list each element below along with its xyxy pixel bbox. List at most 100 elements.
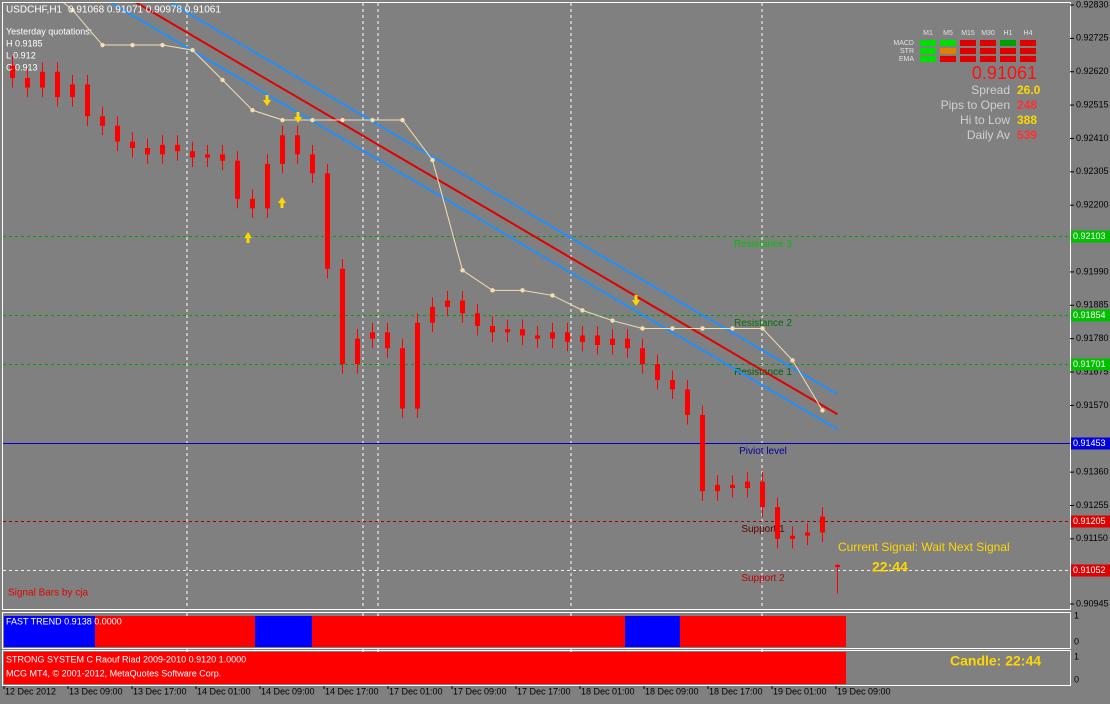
- panel-cell: [920, 56, 936, 62]
- candle-body: [145, 147, 150, 155]
- level-value: 0.91701: [1073, 359, 1106, 369]
- candle-body: [175, 144, 180, 152]
- x-tick-label: 13 Dec 17:00: [133, 686, 187, 696]
- candle-body: [265, 163, 270, 209]
- panel-cell: [920, 40, 936, 46]
- credit: Signal Bars by cja: [8, 588, 88, 599]
- candle-body: [745, 481, 750, 489]
- y-tick-label: 0.91990: [1076, 266, 1109, 276]
- candle-body: [640, 348, 645, 365]
- panel-cell: [960, 56, 976, 62]
- yesterday-title: Yesterday quotations:: [6, 26, 92, 36]
- trailing-dot: [340, 117, 345, 123]
- level-box: [1071, 437, 1110, 450]
- yesterday-low: L 0.912: [6, 50, 36, 60]
- candle-body: [580, 335, 585, 342]
- x-tick-label: 17 Dec 17:00: [517, 686, 571, 696]
- time-axis: 12 Dec 2012 13 Dec 09:00 13 Dec 17:00 14 De…: [3, 686, 891, 696]
- panel1-max: 1: [1074, 610, 1079, 620]
- y-tick-label: 0.91675: [1076, 366, 1109, 376]
- panel-cell: [920, 48, 936, 54]
- level-box: [1071, 564, 1110, 577]
- level-value: 0.91453: [1073, 438, 1106, 448]
- y-tick-label: 0.92725: [1076, 33, 1109, 43]
- level-label: Support 2: [741, 573, 785, 584]
- candle-body: [190, 151, 195, 158]
- panel-cell: [1020, 56, 1036, 62]
- candle-body: [160, 144, 165, 155]
- trailing-dot: [250, 107, 255, 113]
- panel2-max: 1: [1074, 651, 1079, 661]
- trailing-dot: [550, 293, 555, 298]
- x-tick-label: 12 Dec 2012: [5, 686, 56, 696]
- candle-body: [295, 135, 300, 155]
- signal-arrows: [244, 95, 640, 306]
- candle-body: [535, 335, 540, 339]
- candle-body: [565, 332, 570, 342]
- candle-body: [835, 564, 840, 568]
- trailing-dot: [280, 117, 285, 123]
- fast-trend-label: FAST TREND 0.9138 0.0000: [6, 616, 122, 626]
- panel-cell: [940, 56, 956, 62]
- candle-body: [235, 160, 240, 199]
- y-tick-label: 0.90945: [1076, 598, 1109, 608]
- trailing-dot: [820, 408, 825, 413]
- candle-body: [775, 507, 780, 539]
- stat-value: 388: [1017, 113, 1037, 127]
- y-tick-label: 0.91570: [1076, 400, 1109, 410]
- candle-body: [610, 338, 615, 346]
- candle-body: [325, 173, 330, 269]
- trailing-dot: [430, 157, 435, 163]
- candle-body: [430, 306, 435, 323]
- copyright: MCG MT4, © 2001-2012, MetaQuotes Softwar…: [6, 668, 221, 678]
- candle-body: [595, 335, 600, 346]
- x-tick-label: 19 Dec 01:00: [773, 686, 827, 696]
- price-axis: 0.92830 0.92725 0.92620 0.92515 0.92410 0.923…: [1070, 0, 1110, 610]
- candle-body: [70, 84, 75, 98]
- trailing-dot: [100, 42, 105, 48]
- y-tick-label: 0.91150: [1076, 533, 1108, 543]
- candle-body: [310, 154, 315, 174]
- level-box: [1071, 230, 1110, 243]
- trailing-dot: [760, 326, 765, 331]
- trailing-dot: [220, 77, 225, 83]
- candle-body: [100, 116, 105, 126]
- panel-column: H4: [1024, 30, 1033, 37]
- y-tick-label: 0.92410: [1076, 133, 1109, 143]
- x-tick-label: 14 Dec 09:00: [261, 686, 315, 696]
- level-label: Support 1: [741, 524, 785, 535]
- fast-trend-histogram: [4, 616, 846, 647]
- x-tick-label: 17 Dec 09:00: [453, 686, 507, 696]
- trailing-dot: [400, 117, 405, 123]
- stat-value: 26.0: [1017, 83, 1041, 97]
- trailing-dot: [160, 42, 165, 48]
- panel-column: M1: [923, 30, 933, 37]
- panel-cell: [980, 56, 996, 62]
- panel2-min: 0: [1074, 674, 1079, 684]
- candle-body: [790, 535, 795, 539]
- trailing-dot: [700, 326, 705, 331]
- stat-label: Hi to Low: [960, 113, 1010, 127]
- level-box: [1071, 358, 1110, 371]
- level-label: Piviot level: [739, 446, 787, 457]
- stat-value: 539: [1017, 128, 1037, 142]
- y-tick-label: 0.91255: [1076, 500, 1109, 510]
- candle-body: [445, 300, 450, 307]
- panel-cell: [960, 48, 976, 54]
- trailing-dot: [490, 288, 495, 293]
- bid-price: 0.91061: [972, 63, 1037, 83]
- candle-body: [460, 300, 465, 314]
- candle-body: [205, 154, 210, 158]
- candle-body: [85, 84, 90, 117]
- frame: [2, 2, 1071, 686]
- trailing-dot: [580, 308, 585, 313]
- trailing-dot: [610, 318, 615, 323]
- candle-body: [520, 329, 525, 336]
- x-tick-label: 13 Dec 09:00: [69, 686, 123, 696]
- stat-label: Pips to Open: [941, 98, 1010, 112]
- panel-cell: [1000, 40, 1016, 46]
- candle-timer: Candle: 22:44: [950, 653, 1041, 669]
- y-tick-label: 0.92305: [1076, 166, 1109, 176]
- level-value: 0.91052: [1073, 565, 1106, 575]
